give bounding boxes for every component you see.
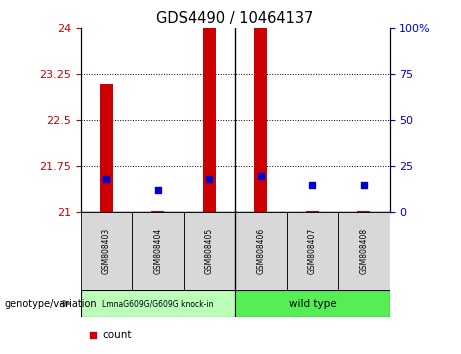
Text: count: count bbox=[102, 330, 132, 340]
Text: GSM808404: GSM808404 bbox=[154, 228, 162, 274]
FancyBboxPatch shape bbox=[81, 290, 235, 317]
Bar bbox=[254, 28, 267, 212]
FancyBboxPatch shape bbox=[235, 212, 287, 290]
FancyBboxPatch shape bbox=[235, 290, 390, 317]
Text: GSM808403: GSM808403 bbox=[102, 228, 111, 274]
Text: LmnaG609G/G609G knock-in: LmnaG609G/G609G knock-in bbox=[102, 299, 213, 308]
Point bbox=[154, 188, 161, 193]
Text: GSM808406: GSM808406 bbox=[256, 228, 266, 274]
FancyBboxPatch shape bbox=[81, 212, 132, 290]
Bar bbox=[306, 211, 319, 212]
Text: GSM808405: GSM808405 bbox=[205, 228, 214, 274]
Text: GSM808407: GSM808407 bbox=[308, 228, 317, 274]
Text: genotype/variation: genotype/variation bbox=[5, 298, 97, 309]
Point bbox=[360, 182, 367, 188]
Bar bbox=[357, 211, 370, 212]
FancyBboxPatch shape bbox=[183, 212, 235, 290]
Point bbox=[308, 182, 316, 188]
Point bbox=[103, 176, 110, 182]
FancyBboxPatch shape bbox=[132, 212, 183, 290]
Bar bbox=[100, 84, 113, 212]
Bar bbox=[203, 28, 216, 212]
Text: wild type: wild type bbox=[289, 298, 336, 309]
Point bbox=[89, 332, 97, 338]
Point bbox=[257, 173, 265, 178]
Bar bbox=[152, 211, 164, 212]
Point bbox=[206, 176, 213, 182]
FancyBboxPatch shape bbox=[338, 212, 390, 290]
Text: GDS4490 / 10464137: GDS4490 / 10464137 bbox=[156, 11, 314, 25]
FancyBboxPatch shape bbox=[287, 212, 338, 290]
Text: GSM808408: GSM808408 bbox=[359, 228, 368, 274]
